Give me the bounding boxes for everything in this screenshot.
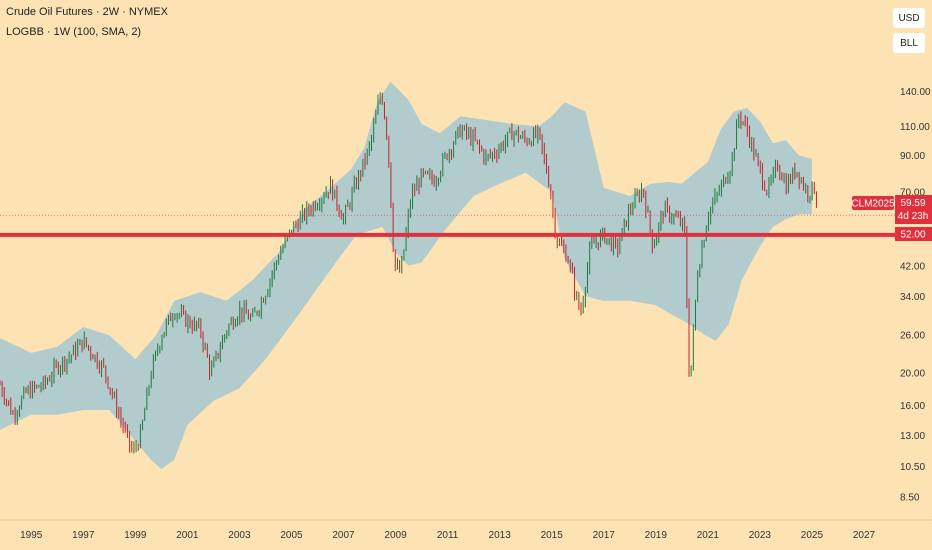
y-tick-label: 34.00 [900, 292, 925, 303]
x-tick-label: 2017 [593, 530, 616, 541]
price-bars [0, 92, 817, 454]
last-price-tag [895, 195, 932, 224]
symbol-tag-text: CLM2025 [851, 199, 895, 210]
y-tick-label: 140.00 [900, 87, 931, 98]
chart-title: Crude Oil Futures · 2W · NYMEX [6, 6, 168, 18]
symbol-tag [852, 196, 894, 210]
y-tick-label: 16.00 [900, 401, 925, 412]
y-tick-label: 90.00 [900, 151, 925, 162]
x-tick-label: 2001 [176, 530, 199, 541]
x-tick-label: 2007 [332, 530, 355, 541]
x-tick-label: 2015 [541, 530, 564, 541]
x-tick-label: 2023 [749, 530, 772, 541]
x-tick-label: 1997 [72, 530, 95, 541]
y-tick-label: 26.00 [900, 331, 925, 342]
level-tag [895, 227, 932, 241]
y-tick-label: 20.00 [900, 369, 925, 380]
last-price-text: 59.59 [900, 198, 925, 209]
countdown-text: 4d 23h [898, 211, 929, 222]
y-tick-label: 10.50 [900, 462, 925, 473]
x-tick-label: 2027 [853, 530, 876, 541]
unit-button[interactable]: BLL [893, 33, 925, 53]
y-axis[interactable]: 8.50 10.50 13.00 16.00 20.00 26.00 34.00 42.00 7… [893, 40, 932, 515]
currency-button[interactable]: USD [893, 8, 925, 28]
x-tick-label: 1999 [124, 530, 147, 541]
y-tick-label: 110.00 [900, 122, 930, 133]
x-tick-label: 2011 [437, 530, 459, 541]
horizontal-line[interactable] [0, 214, 895, 237]
x-tick-label: 1995 [20, 530, 43, 541]
y-tick-label: 13.00 [900, 431, 925, 442]
y-tick-label: 70.00 [900, 187, 925, 198]
x-tick-label: 2003 [228, 530, 251, 541]
indicator-label: LOGBB · 1W (100, SMA, 2) [6, 26, 142, 38]
price-labels: CLM2025 59.59 4d 23h 52.00 [851, 195, 932, 241]
x-tick-label: 2009 [384, 530, 407, 541]
x-tick-label: 2025 [801, 530, 824, 541]
x-tick-label: 2021 [697, 530, 720, 541]
band-area [0, 81, 812, 470]
level-tag-text: 52.00 [900, 230, 925, 241]
x-tick-label: 2005 [280, 530, 303, 541]
x-axis[interactable]: 1995 1997 1999 2001 2003 2005 2007 2009 2011 2013… [0, 519, 932, 541]
y-axis-area[interactable] [893, 40, 932, 515]
y-tick-label: 42.00 [900, 261, 925, 272]
x-tick-label: 2019 [645, 530, 668, 541]
y-tick-label: 8.50 [900, 492, 920, 503]
x-tick-label: 2013 [489, 530, 512, 541]
bollinger-band [0, 81, 812, 470]
